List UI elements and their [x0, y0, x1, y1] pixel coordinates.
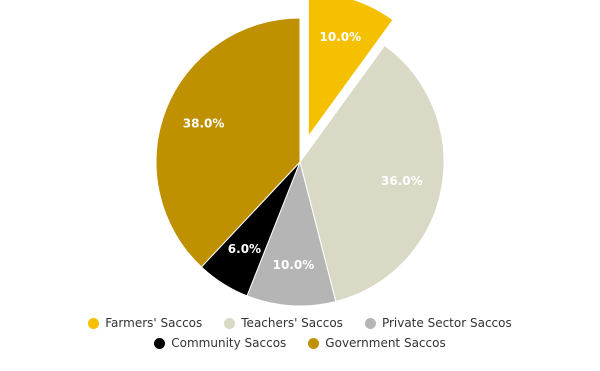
data-label: 6.0% — [228, 242, 261, 256]
legend-label: Teachers' Saccos — [241, 316, 343, 330]
legend-marker — [154, 337, 166, 349]
pie-slice — [246, 160, 337, 307]
legend-item: Farmers' Saccos — [88, 316, 202, 330]
chart: 10.0% 36.0% 10.0% 6.0% 38.0% — [155, 0, 445, 307]
legend-label: Community Saccos — [171, 336, 287, 350]
pie-slice — [299, 44, 445, 303]
legend-marker — [88, 317, 100, 329]
pie-slice — [155, 17, 301, 268]
legend-item: Community Saccos — [154, 336, 286, 350]
data-label: 10.0% — [273, 258, 315, 272]
legend-marker — [364, 317, 376, 329]
legend-item: Government Saccos — [308, 336, 446, 350]
legend-label: Private Sector Saccos — [381, 316, 512, 330]
data-label: 10.0% — [320, 30, 362, 44]
data-label: 38.0% — [183, 116, 225, 130]
legend: Farmers' Saccos Teachers' Saccos Private S… — [20, 316, 580, 350]
legend-label: Government Saccos — [325, 336, 446, 350]
legend-item: Private Sector Saccos — [364, 316, 512, 330]
legend-item: Teachers' Saccos — [224, 316, 343, 330]
legend-marker — [224, 317, 236, 329]
legend-label: Farmers' Saccos — [105, 316, 203, 330]
data-label: 36.0% — [381, 174, 423, 188]
pie-slice — [307, 0, 394, 138]
legend-marker — [308, 337, 320, 349]
